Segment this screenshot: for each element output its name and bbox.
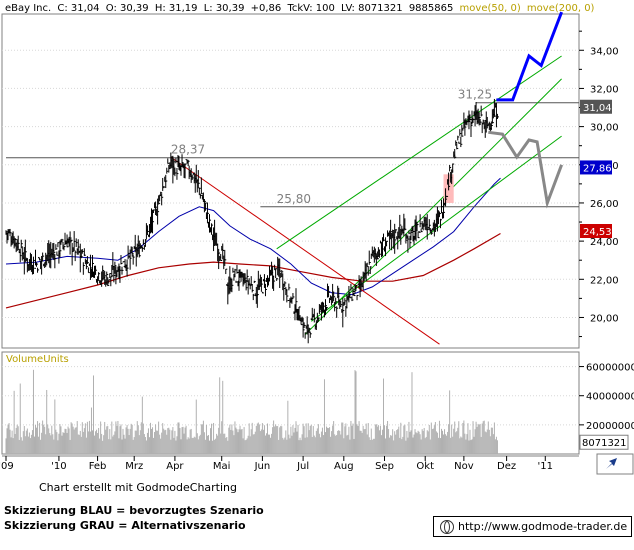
globe-icon xyxy=(440,520,454,534)
volume-tick-label: 20000000 xyxy=(586,421,634,432)
header-tckv: TckV: 100 xyxy=(286,3,334,14)
site-url: http://www.godmode-trader.de xyxy=(458,520,628,533)
y-tick-label: 20,00 xyxy=(590,313,619,324)
value-tag xyxy=(580,99,612,114)
ma200-line xyxy=(5,232,501,309)
trend-line xyxy=(170,156,440,345)
price-level-label: 28,37 xyxy=(171,143,205,157)
value-tag xyxy=(580,160,612,175)
x-tick-label: Jul xyxy=(296,461,309,472)
volume-tick-label: 60000000 xyxy=(586,363,634,374)
x-tick-label: '09 xyxy=(0,461,14,472)
x-tick-label: Mrz xyxy=(125,461,143,472)
scenario-path xyxy=(496,11,564,102)
draw-tool-button[interactable] xyxy=(596,453,634,475)
y-tick-label: 34,00 xyxy=(590,46,619,57)
legend-grey: Skizzierung GRAU = Alternativszenario xyxy=(4,519,246,532)
value-tag-label: 27,86 xyxy=(583,163,612,174)
price-level-label: 31,25 xyxy=(458,88,492,102)
y-tick-label: 24,00 xyxy=(590,237,619,248)
header-change: +0,86 xyxy=(251,3,282,14)
scenario-lines xyxy=(488,11,564,209)
x-tick-label: Feb xyxy=(89,461,107,472)
x-tick-label: Jun xyxy=(254,461,271,472)
y-tick-label: 22,00 xyxy=(590,275,619,286)
site-link[interactable]: http://www.godmode-trader.de xyxy=(433,516,632,537)
y-tick-label: 26,00 xyxy=(590,199,619,210)
y-tick-label: 30,00 xyxy=(590,123,619,134)
arrow-icon xyxy=(606,458,617,469)
volume-last-tag xyxy=(579,434,629,450)
trend-line xyxy=(304,78,562,335)
header-high: H: 31,19 xyxy=(155,3,198,14)
y-tick-label: 32,00 xyxy=(590,84,619,95)
value-tag xyxy=(580,224,612,239)
price-level-label: 25,80 xyxy=(277,192,311,206)
x-tick-label: Apr xyxy=(166,461,184,472)
ma50-line xyxy=(5,177,501,296)
value-tag-label: 24,53 xyxy=(583,227,612,238)
volume-last-label: 8071321 xyxy=(582,438,627,449)
ma50-path xyxy=(5,177,501,296)
x-tick-label: Okt xyxy=(416,461,434,472)
current-value-tags: 31,04 27,86 24,53 xyxy=(580,99,612,239)
header-low: L: 30,39 xyxy=(204,3,245,14)
x-tick-label: Nov xyxy=(454,461,474,472)
trend-line xyxy=(276,55,562,250)
x-tick-label: '10 xyxy=(51,461,66,472)
header-ma50: move(50, 0) xyxy=(460,3,521,14)
header-volume: 9885865 xyxy=(409,3,454,14)
volume-axis: 20000000 40000000 60000000 8071321 xyxy=(579,363,634,450)
chart-credit: Chart erstellt mit GodmodeCharting xyxy=(39,481,237,494)
ma200-path xyxy=(5,232,501,309)
time-axis: '09 '10 Feb Mrz Apr Mai Jun Jul Aug Sep Okt Nov Dez '… xyxy=(0,455,579,472)
volume-tick-label: 40000000 xyxy=(586,392,634,403)
scenario-path xyxy=(488,130,564,209)
header-ma200: move(200, 0) xyxy=(527,3,595,14)
legend-blue: Skizzierung BLAU = bevorzugtes Szenario xyxy=(4,504,264,517)
header-text: eBay Inc. C: 31,04 O: 30,39 H: 31,19 L: … xyxy=(5,3,595,14)
x-tick-label: Mai xyxy=(213,461,231,472)
price-panel xyxy=(1,13,580,349)
price-level-labels: 28,37 25,80 31,25 xyxy=(171,88,492,206)
volume-bars xyxy=(5,369,498,454)
value-tag-label: 31,04 xyxy=(583,103,612,114)
price-bars xyxy=(5,98,499,344)
header-lv: LV: 8071321 xyxy=(341,3,403,14)
volume-label: VolumeUnits xyxy=(6,354,69,365)
header-open: O: 30,39 xyxy=(106,3,149,14)
x-tick-label: Dez xyxy=(497,461,516,472)
x-tick-label: Sep xyxy=(375,461,394,472)
x-tick-label: '11 xyxy=(538,461,553,472)
header-close: C: 31,04 xyxy=(57,3,99,14)
header-name: eBay Inc. xyxy=(5,3,51,14)
x-tick-label: Aug xyxy=(334,461,354,472)
